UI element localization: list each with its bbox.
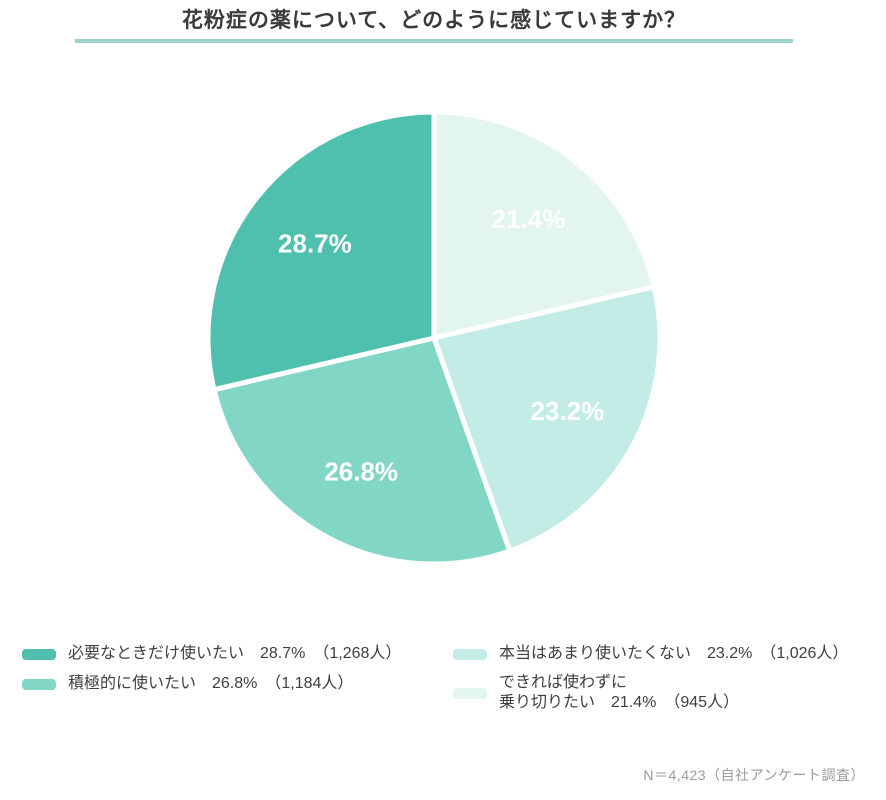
legend-label: できれば使わずに 乗り切りたい 21.4% （945人） <box>499 673 739 713</box>
legend-label: 本当はあまり使いたくない 23.2% （1,026人） <box>499 645 849 662</box>
pie-slice-2 <box>431 284 663 554</box>
pie-chart-svg: 21.4% 23.2% 26.8% 28.7% <box>205 109 663 567</box>
pie-chart: 21.4% 23.2% 26.8% 28.7% <box>204 108 664 568</box>
legend-swatch <box>22 648 56 660</box>
legend-label-line2: 乗り切りたい 21.4% （945人） <box>499 694 740 711</box>
legend-swatch <box>22 678 56 690</box>
chart-header: 花粉症の薬について、どのように感じていますか？ <box>75 7 793 43</box>
title-underline <box>75 39 793 43</box>
page-title: 花粉症の薬について、どのように感じていますか？ <box>181 9 687 32</box>
legend-item: できれば使わずに 乗り切りたい 21.4% （945人） <box>453 673 848 713</box>
legend-label: 必要なときだけ使いたい 28.7% （1,268人） <box>68 645 402 662</box>
pie-slice-percentage-label: 21.4% <box>492 204 566 234</box>
sample-size-footnote: N＝4,423（自社アンケート調査） <box>643 767 865 783</box>
pie-slice-percentage-label: 23.2% <box>531 396 605 426</box>
legend-item: 積極的に使いたい 26.8% （1,184人） <box>22 673 401 695</box>
legend-item: 必要なときだけ使いたい 28.7% （1,268人） <box>22 643 401 665</box>
pie-slice-4 <box>205 109 437 393</box>
legend-column-right: 本当はあまり使いたくない 23.2% （1,026人） できれば使わずに 乗り切… <box>453 643 848 713</box>
pie-slice-3 <box>211 335 513 567</box>
legend-swatch <box>453 687 487 699</box>
pie-slice-1 <box>431 109 657 341</box>
legend-item: 本当はあまり使いたくない 23.2% （1,026人） <box>453 643 848 665</box>
pie-slice-percentage-label: 28.7% <box>278 229 352 259</box>
legend-swatch <box>453 648 487 660</box>
legend-label: 積極的に使いたい 26.8% （1,184人） <box>68 675 354 692</box>
legend: 必要なときだけ使いたい 28.7% （1,268人） 積極的に使いたい 26.8… <box>0 643 886 723</box>
pie-slice-percentage-label: 26.8% <box>324 456 398 486</box>
legend-label-line1: できれば使わずに <box>499 674 628 691</box>
legend-column-left: 必要なときだけ使いたい 28.7% （1,268人） 積極的に使いたい 26.8… <box>22 643 401 695</box>
